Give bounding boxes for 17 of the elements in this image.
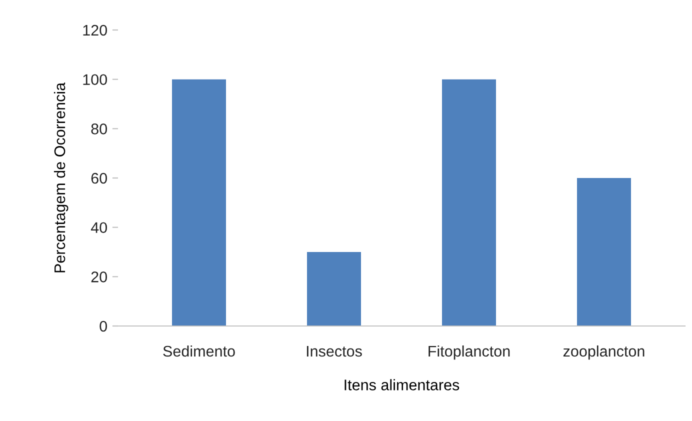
x-axis-title: Itens alimentares bbox=[344, 379, 460, 390]
x-tick-label: Fitoplancton bbox=[428, 345, 510, 360]
bar bbox=[307, 252, 361, 326]
y-tick-label: 0 bbox=[100, 320, 107, 332]
x-tick-label: Sedimento bbox=[163, 345, 235, 357]
bar bbox=[172, 79, 226, 326]
y-tick-label: 20 bbox=[91, 272, 107, 282]
x-tick-label: zooplancton bbox=[563, 345, 644, 360]
y-tick-label: 60 bbox=[91, 172, 107, 184]
y-axis-title: Percentagem de Ocorrencia bbox=[54, 82, 68, 272]
y-tick-label: 100 bbox=[83, 74, 107, 86]
y-tick-label: 120 bbox=[83, 24, 107, 36]
x-tick-label: Insectos bbox=[306, 346, 362, 357]
bar bbox=[442, 79, 496, 326]
y-tick-label: 40 bbox=[90, 222, 107, 234]
y-tick-label: 80 bbox=[91, 124, 107, 134]
bar bbox=[577, 178, 631, 326]
